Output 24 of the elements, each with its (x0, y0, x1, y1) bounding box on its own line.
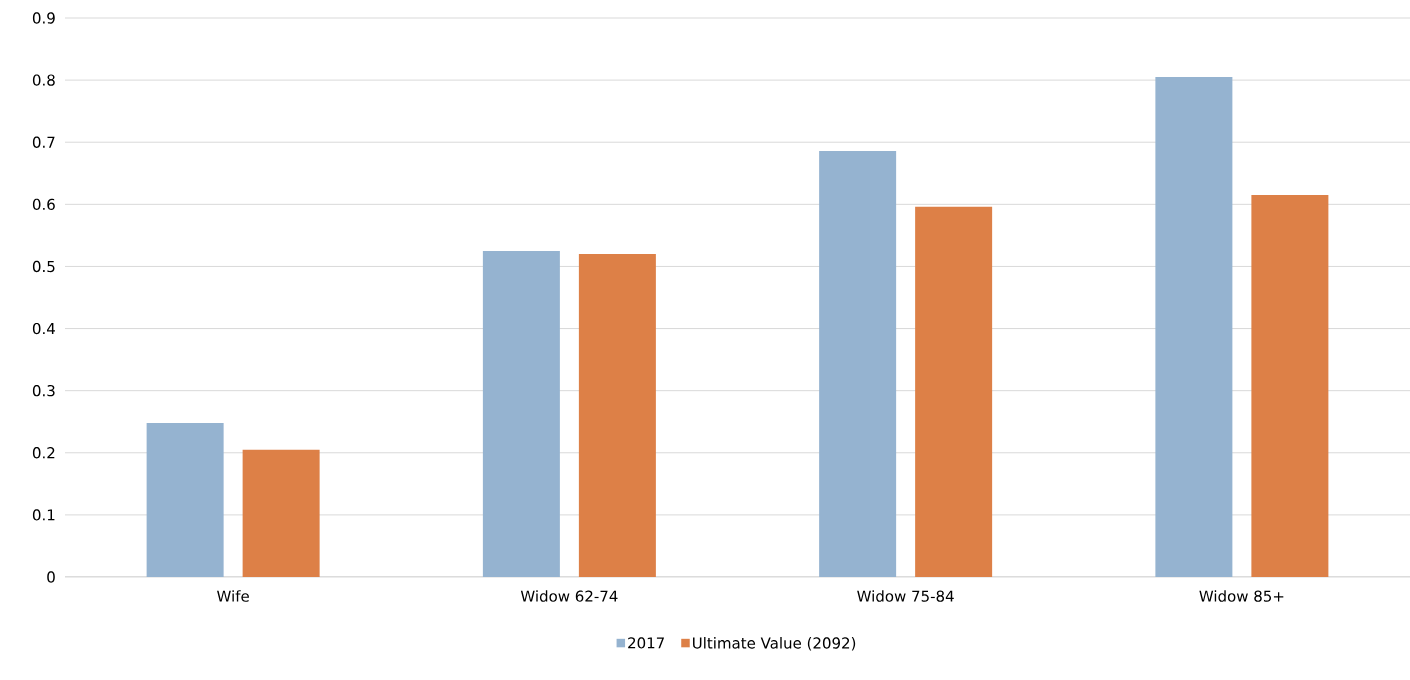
x-tick-label: Widow 85+ (1199, 590, 1284, 602)
bar (1155, 77, 1233, 577)
y-tick-label: 0.3 (32, 384, 55, 397)
x-tick-label: Wife (217, 590, 249, 602)
y-tick-label: 0.2 (32, 447, 55, 459)
bar (482, 250, 560, 577)
y-tick-label: 0.1 (32, 509, 55, 521)
x-tick-label: Widow 75-84 (857, 590, 954, 602)
bar (578, 254, 656, 577)
bar (1251, 195, 1329, 577)
bar (819, 150, 897, 577)
y-tick-label: 0.5 (32, 260, 55, 273)
bar (146, 422, 224, 577)
y-tick-label: 0 (47, 571, 55, 583)
y-tick-label: 0.4 (32, 322, 55, 335)
bar (915, 206, 993, 577)
y-tick-label: 0.9 (32, 12, 55, 24)
x-tick-label: Widow 62-74 (520, 590, 618, 602)
y-tick-label: 0.6 (32, 198, 55, 211)
legend-label: Ultimate Value (2092) (693, 637, 856, 651)
legend-label: 2017 (628, 637, 664, 649)
y-tick-label: 0.7 (32, 136, 55, 148)
bar (242, 449, 320, 577)
y-tick-label: 0.8 (32, 74, 55, 86)
